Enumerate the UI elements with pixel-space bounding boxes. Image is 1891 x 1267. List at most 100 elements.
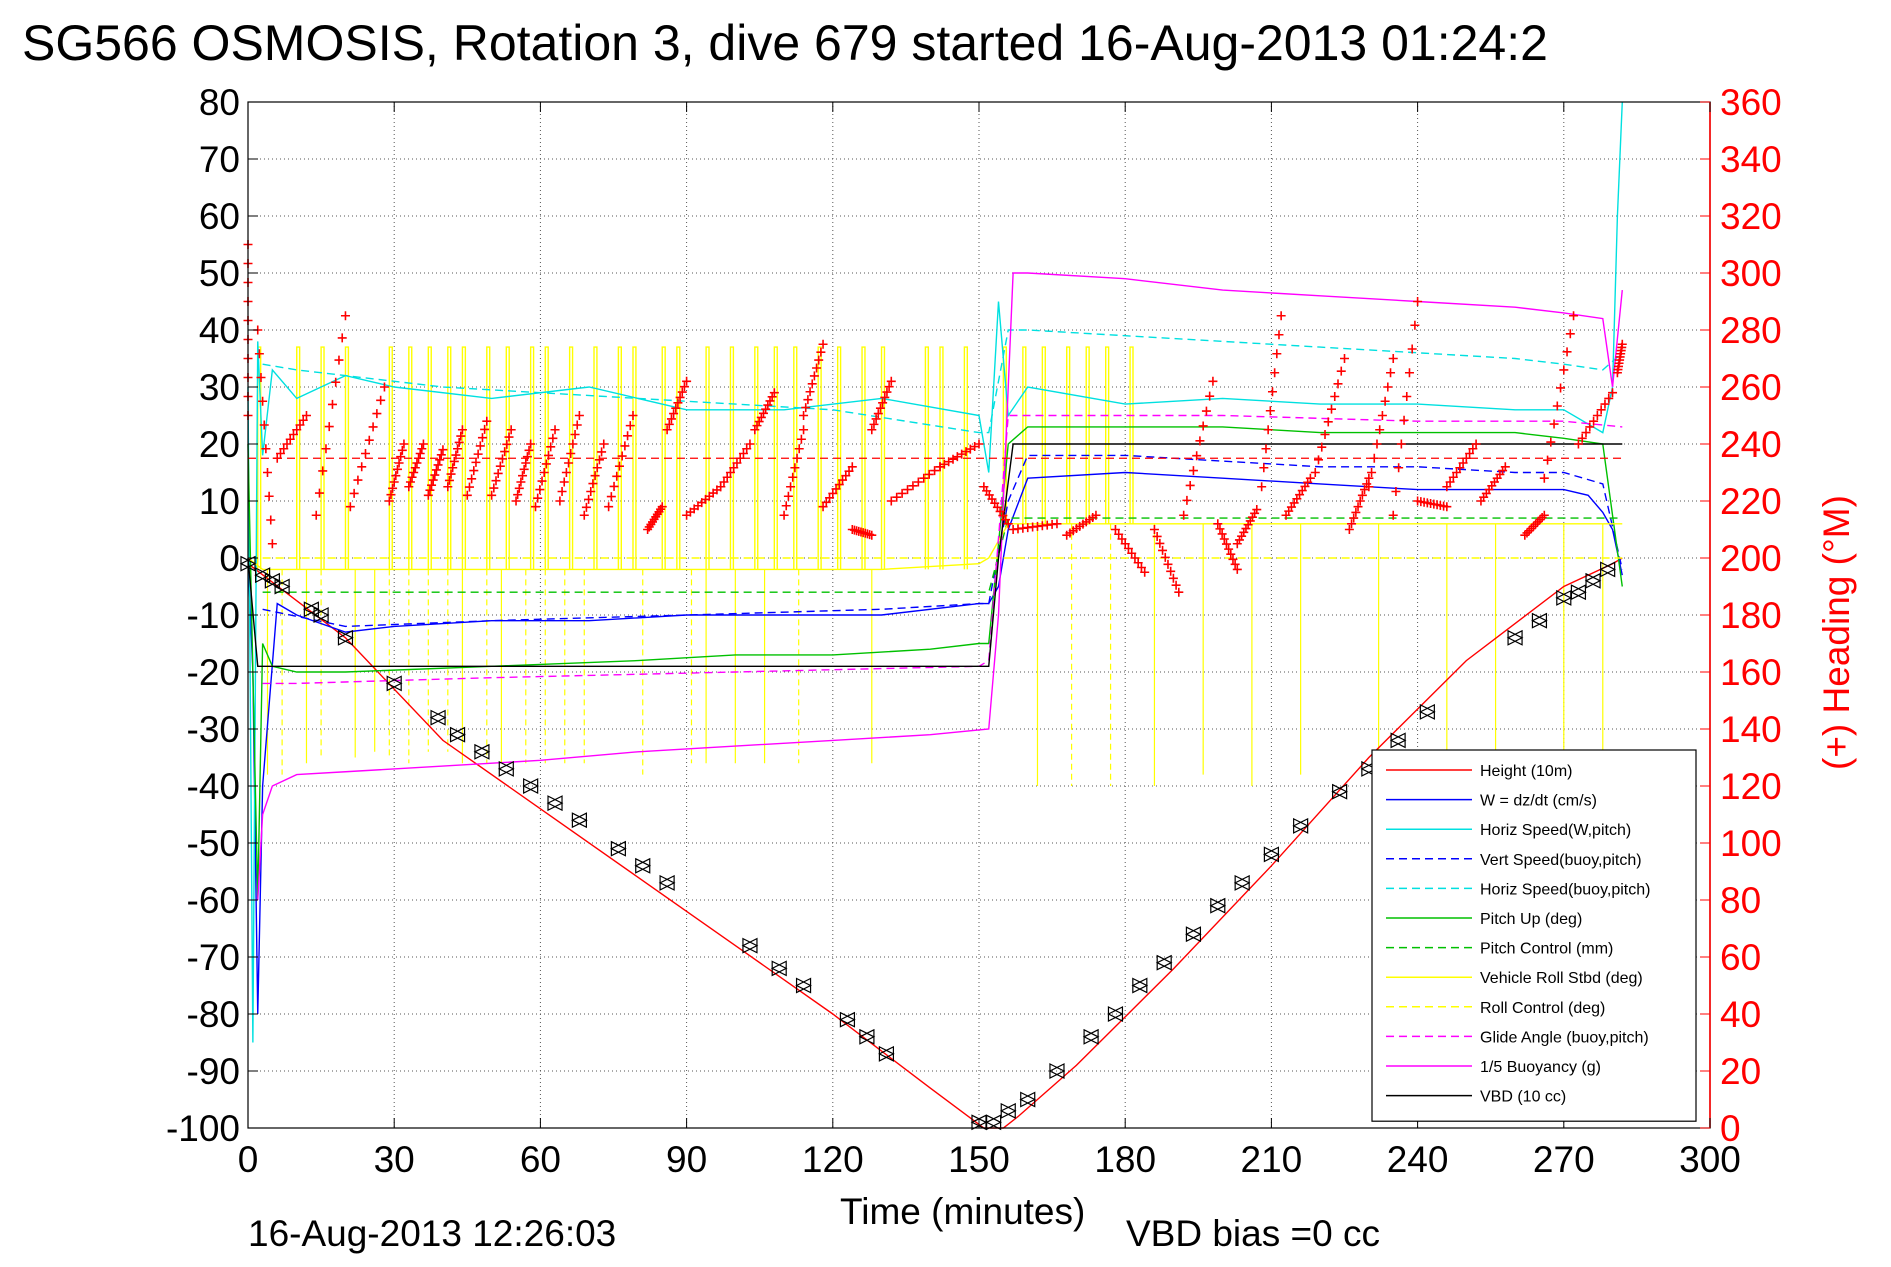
y-tick-label: 30 [199, 367, 240, 408]
heading-point [781, 501, 791, 511]
heading-point [1455, 463, 1465, 473]
heading-point [716, 482, 726, 492]
heading-point [321, 444, 331, 454]
heading-point [1182, 495, 1192, 505]
heading-point [535, 485, 545, 495]
heading-point [801, 403, 811, 413]
height-marker-left [312, 607, 329, 623]
heading-point [345, 502, 355, 512]
height-marker [795, 977, 812, 994]
y-tick-label: 50 [199, 253, 240, 294]
heading-point [1413, 297, 1423, 306]
height-marker [1048, 1063, 1066, 1079]
heading-point [799, 411, 809, 420]
heading-point [404, 482, 414, 492]
heading-point [1349, 513, 1359, 523]
height-marker [1131, 977, 1149, 994]
heading-point [1110, 525, 1120, 534]
heading-point [266, 515, 276, 525]
heading-point [1336, 366, 1346, 376]
heading-point [430, 470, 440, 480]
heading-point [1228, 554, 1238, 564]
y-tick-label: 20 [199, 424, 240, 465]
heading-point [1388, 510, 1398, 520]
heading-point [462, 490, 472, 500]
height-marker-left [522, 778, 539, 794]
heading-point [570, 430, 580, 439]
heading-point [606, 492, 616, 502]
heading-point [725, 468, 735, 477]
heading-point [1539, 473, 1549, 483]
y-tick-label: 40 [199, 310, 240, 351]
y-tick-label: 80 [199, 82, 240, 123]
heading-point [1353, 502, 1363, 512]
height-marker-left [1107, 1006, 1124, 1022]
heading-point [722, 472, 732, 482]
heading-point [735, 453, 745, 463]
legend-label: 1/5 Buoyancy (g) [1480, 1059, 1601, 1076]
heading-point [662, 425, 672, 435]
heading-point [423, 490, 433, 500]
heading-point [871, 414, 881, 424]
heading-point [340, 311, 350, 321]
heading-point [261, 444, 271, 454]
height-marker-left [1292, 817, 1309, 834]
heading-point [805, 387, 815, 397]
y-tick-label: 60 [199, 196, 240, 237]
heading-point [477, 433, 487, 443]
height-marker-left [1419, 703, 1435, 720]
heading-point [397, 445, 407, 455]
heading-point [1549, 419, 1559, 429]
heading-point [464, 482, 474, 492]
heading-point [783, 491, 793, 501]
heading-point [1617, 339, 1627, 349]
heading-point [572, 420, 582, 430]
height-marker [473, 743, 491, 760]
height-marker [985, 1114, 1002, 1131]
legend-label: VBD (10 cc) [1480, 1089, 1566, 1106]
heading-point [264, 491, 274, 501]
height-marker [385, 675, 403, 692]
heading-point [417, 444, 427, 454]
heading-point [541, 459, 551, 469]
heading-point [285, 434, 295, 444]
height-marker-left [1531, 612, 1548, 629]
height-marker-left [839, 1011, 856, 1028]
heading-point [1377, 411, 1387, 420]
height-marker-left [449, 726, 466, 743]
heading-point [449, 456, 459, 466]
legend-label: Height (10m) [1480, 763, 1572, 780]
heading-point [1399, 415, 1409, 425]
heading-point [256, 373, 266, 382]
heading-point [557, 487, 567, 496]
heading-point [765, 396, 775, 406]
heading-point [886, 376, 896, 386]
series-line-glide-angle-buoy-pitch- [262, 414, 1623, 685]
heading-point [1091, 510, 1101, 520]
heading-point [1267, 387, 1277, 397]
heading-point [1133, 558, 1143, 568]
roll-spike-up [1022, 346, 1027, 524]
roll-spike-up [1041, 346, 1046, 524]
heading-point [531, 502, 541, 512]
height-marker-left [1584, 572, 1601, 589]
heading-point [1448, 472, 1458, 482]
roll-spike-up [568, 346, 574, 570]
heading-point [1174, 587, 1184, 597]
heading-point [361, 449, 371, 458]
heading-point [254, 349, 264, 359]
heading-point [456, 431, 466, 441]
heading-point [1130, 553, 1140, 563]
heading-point [1317, 442, 1327, 452]
y-tick-label: -40 [187, 766, 240, 807]
heading-point [873, 409, 883, 419]
heading-point [623, 431, 633, 441]
heading-point [1402, 392, 1412, 401]
heading-point [1364, 473, 1374, 483]
height-marker [337, 629, 354, 646]
legend-box [1371, 749, 1697, 1122]
height-marker [1263, 846, 1280, 863]
heading-point [574, 411, 584, 420]
height-marker [658, 874, 676, 891]
height-marker-left [303, 601, 319, 618]
